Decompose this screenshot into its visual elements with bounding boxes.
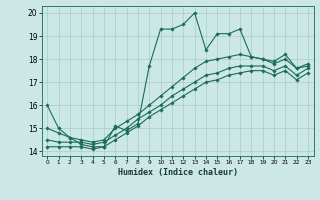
X-axis label: Humidex (Indice chaleur): Humidex (Indice chaleur) xyxy=(118,168,237,177)
